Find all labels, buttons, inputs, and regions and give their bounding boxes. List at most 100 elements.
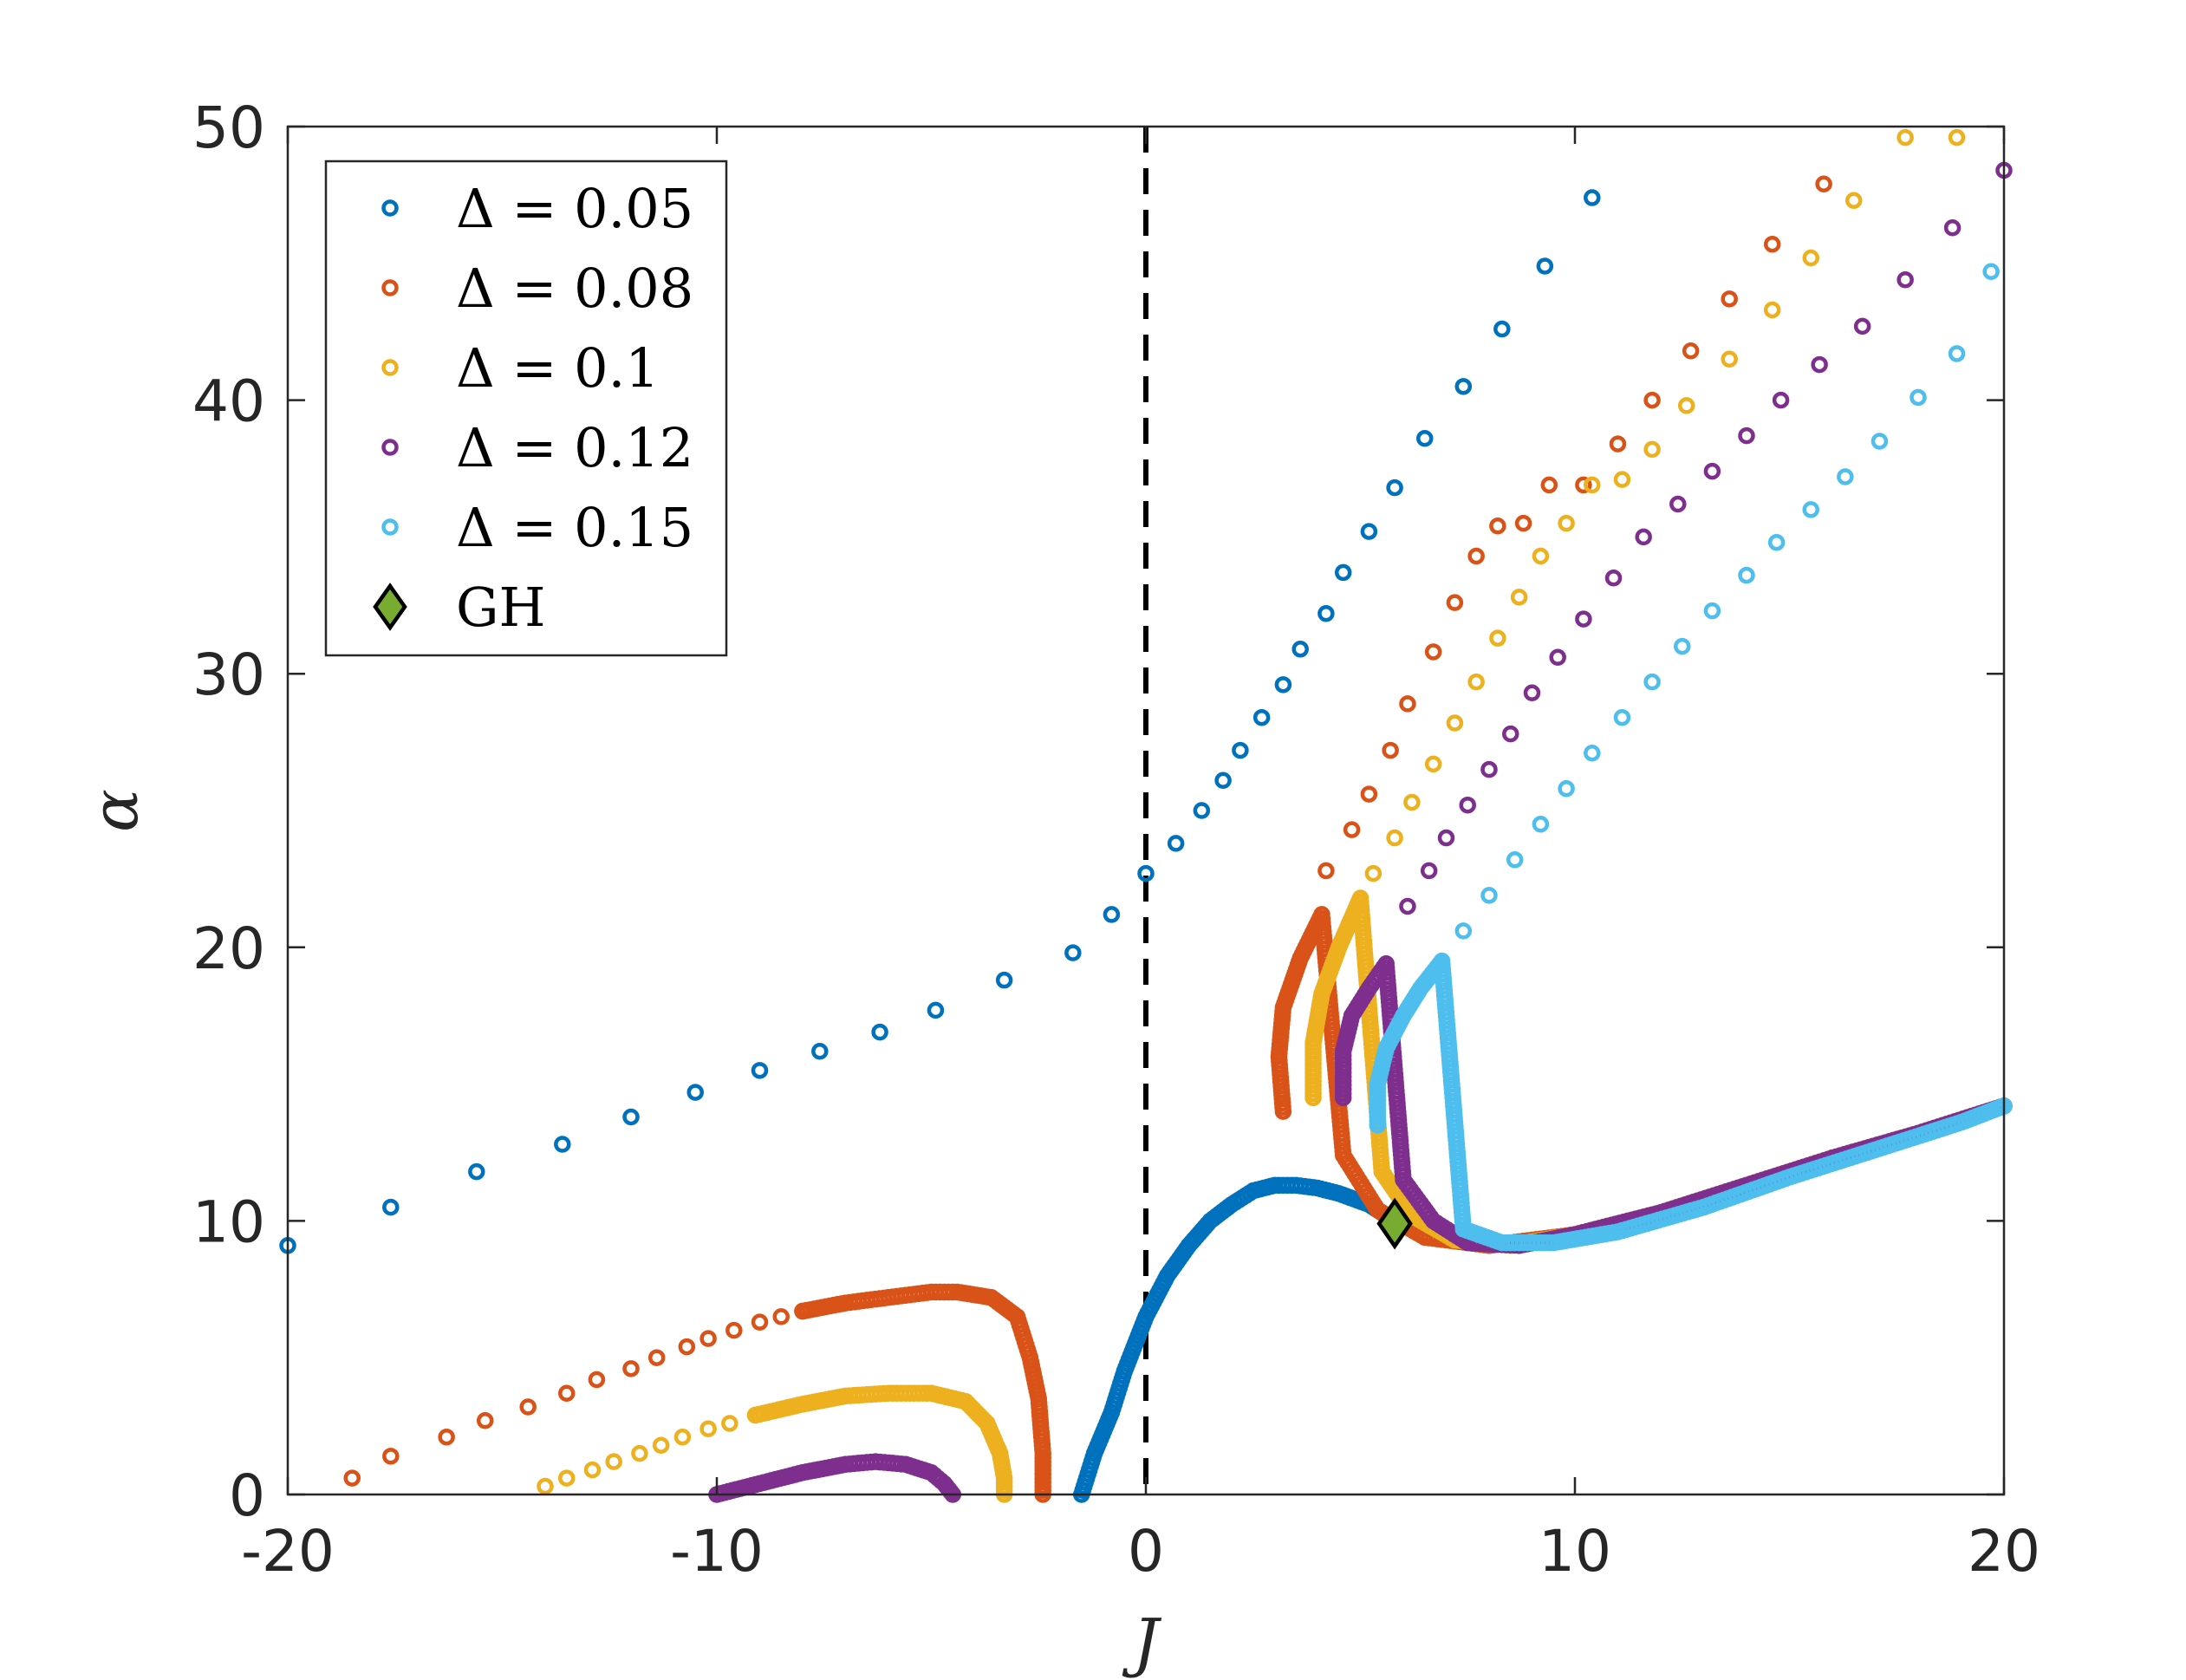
data-point (1943, 219, 1962, 237)
data-point (468, 1162, 485, 1181)
data-point (1802, 501, 1819, 518)
data-point (1738, 427, 1755, 445)
y-tick-label: 0 (229, 1462, 265, 1529)
data-point (1643, 440, 1661, 459)
data-point (995, 971, 1013, 989)
data-point (1523, 684, 1541, 702)
data-point (652, 1436, 670, 1454)
data-point (554, 1136, 571, 1153)
legend-label: Δ = 0.08 (456, 257, 693, 320)
data-point (1480, 760, 1498, 778)
legend-entry-delta-0-12: Δ = 0.12 (381, 416, 693, 479)
data-point (1802, 249, 1819, 267)
data-point (1510, 589, 1528, 606)
data-point (1909, 388, 1927, 407)
data-point (519, 1398, 537, 1416)
data-point (1360, 523, 1378, 540)
data-point (1558, 514, 1575, 532)
x-tick-label: -10 (670, 1518, 764, 1585)
data-point (699, 1420, 717, 1438)
data-point (811, 1042, 829, 1060)
data-point (1386, 479, 1403, 497)
data-point (588, 1371, 606, 1389)
data-point (1459, 796, 1476, 814)
data-point (1467, 673, 1485, 691)
data-point (699, 1330, 717, 1347)
y-tick-label: 20 (192, 915, 265, 982)
data-point (1506, 851, 1524, 869)
data-point (1549, 648, 1566, 667)
data-point (1635, 528, 1652, 546)
data-point (1703, 462, 1721, 480)
legend-marker (381, 279, 399, 296)
y-tick-label: 50 (192, 94, 265, 161)
data-point (1252, 708, 1271, 726)
data-point (1514, 514, 1532, 532)
x-tick-label: 20 (1968, 1518, 2040, 1585)
data-point (1214, 772, 1232, 790)
x-tick-label: 10 (1539, 1518, 1611, 1585)
data-point (871, 1023, 888, 1041)
legend-marker (373, 583, 407, 631)
x-tick-label: 0 (1128, 1518, 1164, 1585)
data-point (1643, 391, 1661, 409)
data-point (1613, 471, 1631, 488)
legend-marker (381, 199, 399, 217)
data-point (1896, 270, 1914, 289)
data-point (1845, 192, 1863, 209)
data-point (1420, 862, 1438, 880)
data-point (673, 1428, 692, 1446)
marker-gh (1376, 1197, 1413, 1250)
data-point (1274, 676, 1292, 693)
data-point (476, 1412, 494, 1429)
data-point (1334, 563, 1352, 582)
data-point (1738, 566, 1755, 584)
data-point (927, 1001, 945, 1019)
data-point (1446, 714, 1464, 732)
legend-label: Δ = 0.15 (456, 496, 693, 559)
y-tick-label: 10 (192, 1188, 265, 1255)
data-point (1403, 793, 1421, 811)
data-point (438, 1428, 455, 1446)
data-point (1480, 887, 1498, 904)
data-point (1532, 816, 1550, 833)
y-tick-label: 40 (192, 368, 265, 435)
data-point (1489, 629, 1506, 647)
data-point (678, 1338, 696, 1356)
data-point (558, 1469, 576, 1487)
data-point (1382, 741, 1399, 759)
legend-entry-delta-0-1: Δ = 0.1 (381, 336, 660, 400)
data-point (1446, 594, 1464, 611)
data-point (1437, 829, 1455, 847)
data-point (1536, 257, 1554, 275)
data-point (1467, 547, 1485, 565)
data-point (1948, 128, 1966, 147)
data-point (1853, 317, 1871, 335)
data-point (1364, 864, 1383, 882)
data-point (1584, 476, 1601, 494)
data-point (1674, 637, 1691, 655)
data-point (1609, 435, 1627, 453)
data-point (1489, 518, 1506, 535)
data-point (622, 1360, 640, 1377)
data-point (1870, 433, 1889, 450)
data-point (1643, 673, 1661, 691)
legend-entry-delta-0-08: Δ = 0.08 (381, 257, 693, 320)
y-axis-label: α (78, 789, 153, 832)
data-point (1584, 189, 1601, 206)
data-point (1982, 263, 2000, 281)
data-point (1291, 641, 1309, 658)
data-point (1721, 350, 1738, 368)
data-point (1811, 355, 1828, 374)
data-point (537, 1477, 554, 1495)
data-point (622, 1108, 640, 1126)
legend-entry-gh: GH (373, 576, 546, 639)
data-point (1837, 468, 1854, 485)
data-point (1454, 922, 1473, 940)
data-point (1399, 897, 1416, 915)
data-point (1604, 569, 1623, 587)
data-point (751, 1062, 769, 1079)
data-point (686, 1084, 704, 1101)
